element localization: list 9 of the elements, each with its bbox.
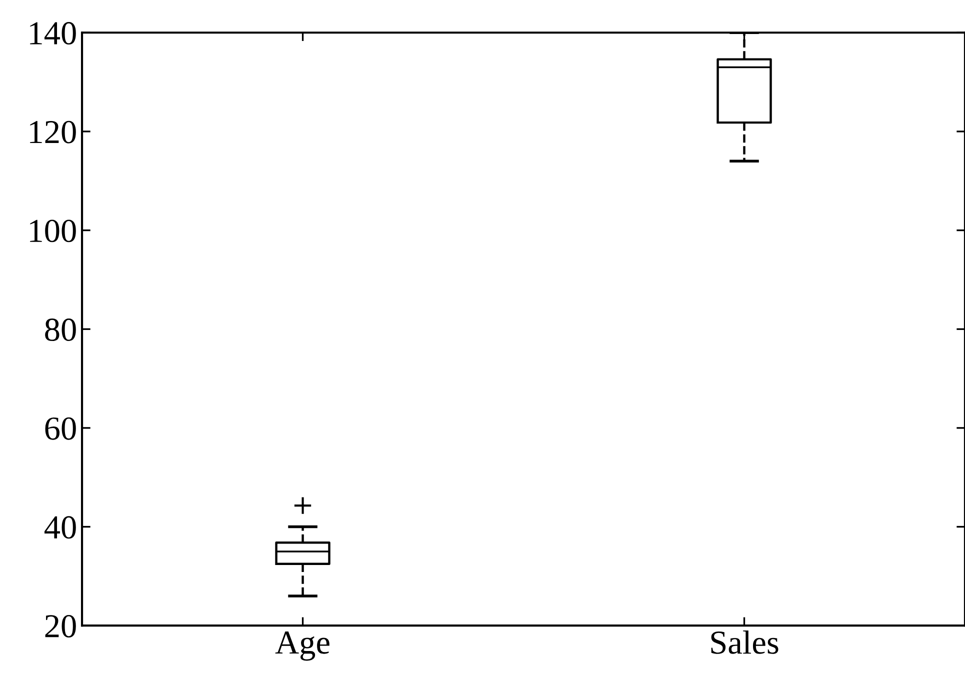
y-tick-label: 60 bbox=[45, 417, 76, 440]
x-tick-label: Sales bbox=[711, 630, 778, 654]
y-tick-label: 80 bbox=[45, 318, 76, 342]
y-tick-label: 20 bbox=[45, 615, 76, 638]
y-tick-label: 40 bbox=[44, 516, 76, 539]
x-tick-label: Age bbox=[275, 631, 330, 661]
y-tick-label: 120 bbox=[30, 120, 76, 144]
y-tick-label: 100 bbox=[30, 220, 76, 242]
y-tick-label: 140 bbox=[30, 22, 76, 45]
